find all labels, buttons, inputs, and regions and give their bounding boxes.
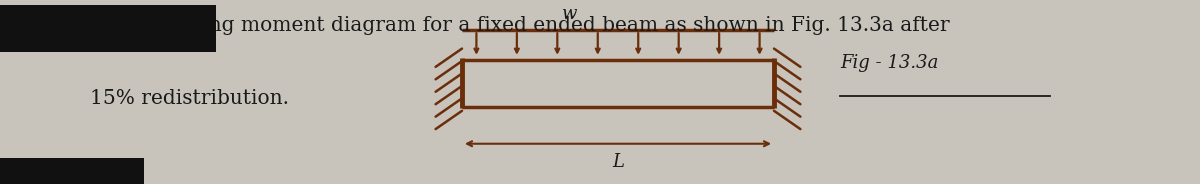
FancyBboxPatch shape [0, 5, 216, 52]
Text: Draw bending moment diagram for a fixed ended beam as shown in Fig. 13.3a after: Draw bending moment diagram for a fixed … [90, 16, 949, 35]
Text: Fig - 13.3a: Fig - 13.3a [840, 54, 938, 72]
FancyBboxPatch shape [0, 158, 144, 184]
Text: w: w [563, 5, 577, 23]
Text: L: L [612, 153, 624, 171]
Text: 15% redistribution.: 15% redistribution. [90, 89, 289, 108]
